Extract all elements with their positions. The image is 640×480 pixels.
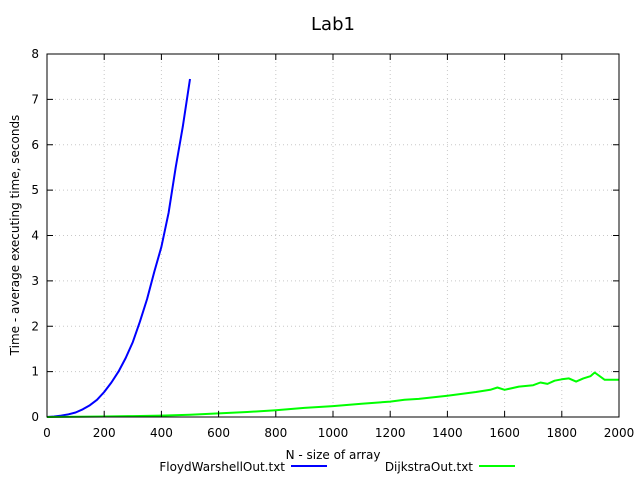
x-tick-label: 1200	[375, 426, 406, 440]
y-axis-label: Time - average executing time, seconds	[8, 115, 22, 357]
series-lines	[46, 78, 619, 418]
y-tick-label: 5	[31, 183, 39, 197]
legend-item: DijkstraOut.txt	[385, 460, 515, 474]
x-tick-label: 200	[93, 426, 116, 440]
x-tick-label: 400	[150, 426, 173, 440]
y-tick-label: 4	[31, 229, 39, 243]
x-axis-label: N - size of array	[286, 448, 381, 462]
y-tick-label: 8	[31, 47, 39, 61]
y-tick-label: 3	[31, 274, 39, 288]
legend-label: FloydWarshellOut.txt	[159, 460, 285, 474]
legend: FloydWarshellOut.txt DijkstraOut.txt	[159, 460, 515, 474]
y-tick-label: 7	[31, 92, 39, 106]
x-tick-label: 1800	[547, 426, 578, 440]
x-tick-label: 1400	[432, 426, 463, 440]
y-tick-label: 2	[31, 319, 39, 333]
x-tick-label: 2000	[604, 426, 635, 440]
x-tick-label: 1000	[318, 426, 349, 440]
x-tick-label: 600	[207, 426, 230, 440]
x-tick-label: 1600	[489, 426, 520, 440]
y-tick-label: 1	[31, 365, 39, 379]
series-line-2	[46, 371, 619, 418]
y-tick-label: 0	[31, 410, 39, 424]
grid	[47, 54, 619, 417]
chart-title: Lab1	[311, 14, 355, 35]
legend-item: FloydWarshellOut.txt	[159, 460, 327, 474]
series-line-1	[46, 78, 191, 418]
legend-label: DijkstraOut.txt	[385, 460, 473, 474]
x-tick-label: 800	[264, 426, 287, 440]
x-tick-label: 0	[43, 426, 51, 440]
axis-ticks: 0 200 400 600 800 1000 1200 1400 1600 1800 2000 0 1 2…	[31, 47, 634, 440]
y-tick-label: 6	[31, 138, 39, 152]
